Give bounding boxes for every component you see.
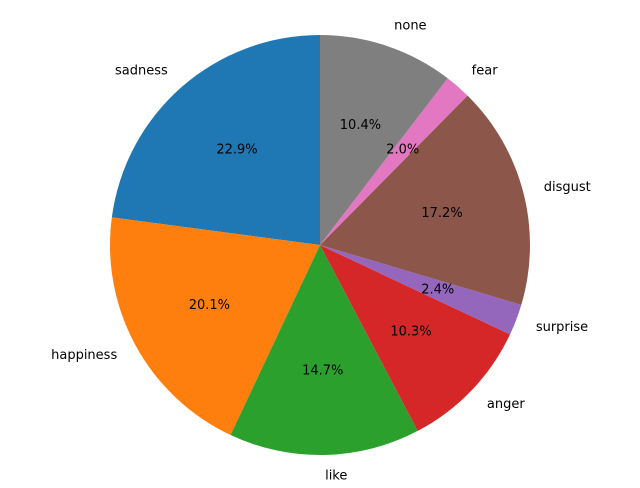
pie-slice-sadness xyxy=(111,35,320,245)
slice-percent-disgust: 17.2% xyxy=(421,206,462,221)
pie-slice-none xyxy=(320,35,448,245)
pie-slice-surprise xyxy=(320,245,522,335)
slice-label-fear: fear xyxy=(472,63,499,78)
pie-slice-anger xyxy=(320,245,511,431)
pie-slice-fear xyxy=(320,78,468,245)
pie-slice-like xyxy=(230,245,418,456)
slice-label-anger: anger xyxy=(487,397,525,412)
slice-percent-none: 10.4% xyxy=(340,118,381,133)
slice-percent-surprise: 2.4% xyxy=(421,282,454,297)
slice-label-sadness: sadness xyxy=(115,64,168,79)
slice-percent-like: 14.7% xyxy=(302,363,343,378)
slice-label-happiness: happiness xyxy=(51,348,117,363)
slice-label-surprise: surprise xyxy=(536,320,588,335)
slice-label-disgust: disgust xyxy=(544,180,591,195)
pie-slice-disgust xyxy=(320,95,530,305)
slice-percent-happiness: 20.1% xyxy=(189,298,230,313)
slice-percent-sadness: 22.9% xyxy=(216,143,257,158)
slice-label-like: like xyxy=(325,468,347,483)
pie-slice-happiness xyxy=(110,217,320,436)
slice-label-none: none xyxy=(394,19,426,34)
pie-slices xyxy=(110,35,530,456)
slice-percent-anger: 10.3% xyxy=(390,325,431,340)
pie-labels: sadness 22.9% happiness 20.1% like 14.7% anger… xyxy=(51,19,591,484)
slice-percent-fear: 2.0% xyxy=(386,142,419,157)
